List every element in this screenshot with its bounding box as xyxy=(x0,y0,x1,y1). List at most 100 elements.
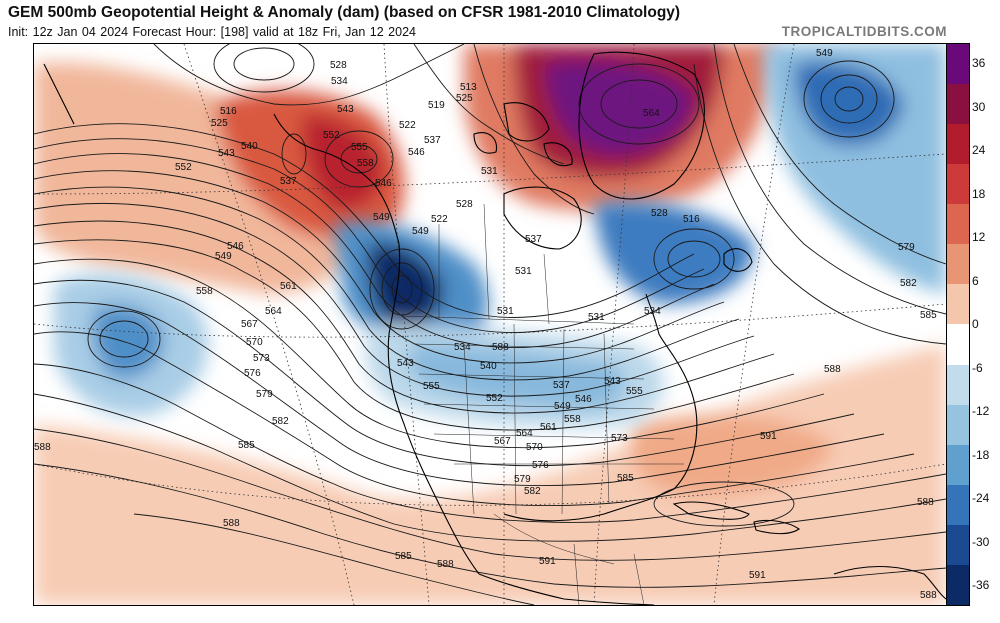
contour-label: 552 xyxy=(486,393,503,404)
anomaly-colorbar xyxy=(946,43,970,606)
contour-label: 558 xyxy=(564,414,581,425)
hudson-bay xyxy=(503,186,582,250)
contour-label: 543 xyxy=(397,358,414,369)
contour-label: 522 xyxy=(399,120,416,131)
contour-label: 537 xyxy=(525,234,542,245)
contour-label: 570 xyxy=(526,442,543,453)
colorbar-label: -30 xyxy=(972,534,990,549)
contour-label: 564 xyxy=(516,428,533,439)
contour-label: 528 xyxy=(456,199,473,210)
contour-label: 561 xyxy=(540,422,557,433)
contour-label: 555 xyxy=(351,142,368,153)
kamchatka-coast xyxy=(43,63,75,125)
contour-label: 546 xyxy=(227,241,244,252)
contour-label: 531 xyxy=(588,312,605,323)
contour-label: 582 xyxy=(900,278,917,289)
coastlines xyxy=(43,51,946,605)
contour-labels: 549 528 534 543 519 513 525 516 525 540 … xyxy=(34,48,937,601)
contour-label: 534 xyxy=(454,342,471,353)
contour-label: 543 xyxy=(218,148,235,159)
contour-label: 522 xyxy=(431,214,448,225)
contour-label: 585 xyxy=(238,440,255,451)
contour-label: 546 xyxy=(575,394,592,405)
contour-label: 549 xyxy=(554,401,571,412)
alaska-coast xyxy=(273,113,400,245)
contour-label: 546 xyxy=(408,147,425,158)
contour-label: 591 xyxy=(760,431,777,442)
colorbar-label: 18 xyxy=(972,186,986,201)
contour-label: 531 xyxy=(481,166,498,177)
colorbar-segment xyxy=(947,484,969,525)
east-coast xyxy=(645,293,698,440)
colorbar-segment xyxy=(947,244,969,285)
positive-anomaly-greenland-peak xyxy=(544,60,694,156)
contour-label: 579 xyxy=(898,242,915,253)
contour-label: 549 xyxy=(816,48,833,59)
contour-label: 537 xyxy=(424,135,441,146)
contour-label: 558 xyxy=(196,286,213,297)
contour-label: 540 xyxy=(480,361,497,372)
contour-label: 564 xyxy=(643,108,660,119)
negative-anomaly-north-atlantic-core xyxy=(794,61,904,146)
source-brand[interactable]: TROPICALTIDBITS.COM xyxy=(781,24,947,39)
colorbar-segment xyxy=(947,284,969,325)
west-coast xyxy=(387,243,480,575)
colorbar-segment xyxy=(947,364,969,405)
contour-label: 528 xyxy=(651,208,668,219)
contour-label: 513 xyxy=(460,82,477,93)
colorbar-segment xyxy=(947,524,969,565)
contour-label: 537 xyxy=(553,380,570,391)
contour-label: 579 xyxy=(256,389,273,400)
contour-label: 576 xyxy=(532,460,549,471)
contour-label: 546 xyxy=(375,178,392,189)
colorbar-segment xyxy=(947,44,969,85)
contour-label: 558 xyxy=(357,158,374,169)
contour-label: 585 xyxy=(617,473,634,484)
colorbar-label: 24 xyxy=(972,143,986,157)
contour-label: 561 xyxy=(280,281,297,292)
newfoundland xyxy=(723,248,753,272)
colorbar-label: 12 xyxy=(972,230,986,244)
colorbar-label: -24 xyxy=(972,491,990,505)
colorbar-label: -6 xyxy=(972,360,983,375)
contour-label: 588 xyxy=(34,442,51,453)
contour-label: 588 xyxy=(492,342,509,353)
contour-label: 555 xyxy=(423,381,440,392)
contour-label: 591 xyxy=(749,570,766,581)
contour-label: 588 xyxy=(437,559,454,570)
contour-label: 588 xyxy=(920,590,937,601)
contour-label: 585 xyxy=(395,551,412,562)
contour-label: 555 xyxy=(626,386,643,397)
contour-label: 588 xyxy=(223,518,240,529)
positive-anomaly-caribbean xyxy=(630,413,834,497)
negative-anomaly-east-canada xyxy=(594,201,754,304)
map-subtitle: Init: 12z Jan 04 2024 Forecast Hour: [19… xyxy=(8,25,416,39)
colorbar-label: -18 xyxy=(972,447,990,462)
colorbar-labels: 36 30 24 18 12 6 0 -6 -12 -18 -24 -30 -3… xyxy=(972,43,1000,604)
political-borders xyxy=(401,203,684,605)
south-america-coast xyxy=(833,565,946,600)
contour-label: 540 xyxy=(241,141,258,152)
height-contours xyxy=(34,44,946,605)
colorbar-label: -36 xyxy=(972,578,990,592)
colorbar-label: 6 xyxy=(972,273,979,288)
mexico-coast xyxy=(478,573,655,605)
canadian-archipelago xyxy=(473,102,573,167)
contour-label: 564 xyxy=(265,306,282,317)
contour-label: 516 xyxy=(683,214,700,225)
contour-label: 543 xyxy=(337,104,354,115)
contour-label: 576 xyxy=(244,368,261,379)
contour-label: 543 xyxy=(604,376,621,387)
colorbar-segment xyxy=(947,444,969,485)
colorbar-segment xyxy=(947,204,969,245)
contour-label: 537 xyxy=(280,176,297,187)
map-title: GEM 500mb Geopotential Height & Anomaly … xyxy=(8,4,681,21)
contour-label: 531 xyxy=(515,266,532,277)
colorbar-label: -12 xyxy=(972,404,990,418)
contour-label: 585 xyxy=(920,310,937,321)
contour-label: 549 xyxy=(412,226,429,237)
contour-label: 534 xyxy=(644,306,661,317)
colorbar-label: 30 xyxy=(972,99,986,114)
colorbar-label: 36 xyxy=(972,56,986,70)
contour-label: 552 xyxy=(175,162,192,173)
